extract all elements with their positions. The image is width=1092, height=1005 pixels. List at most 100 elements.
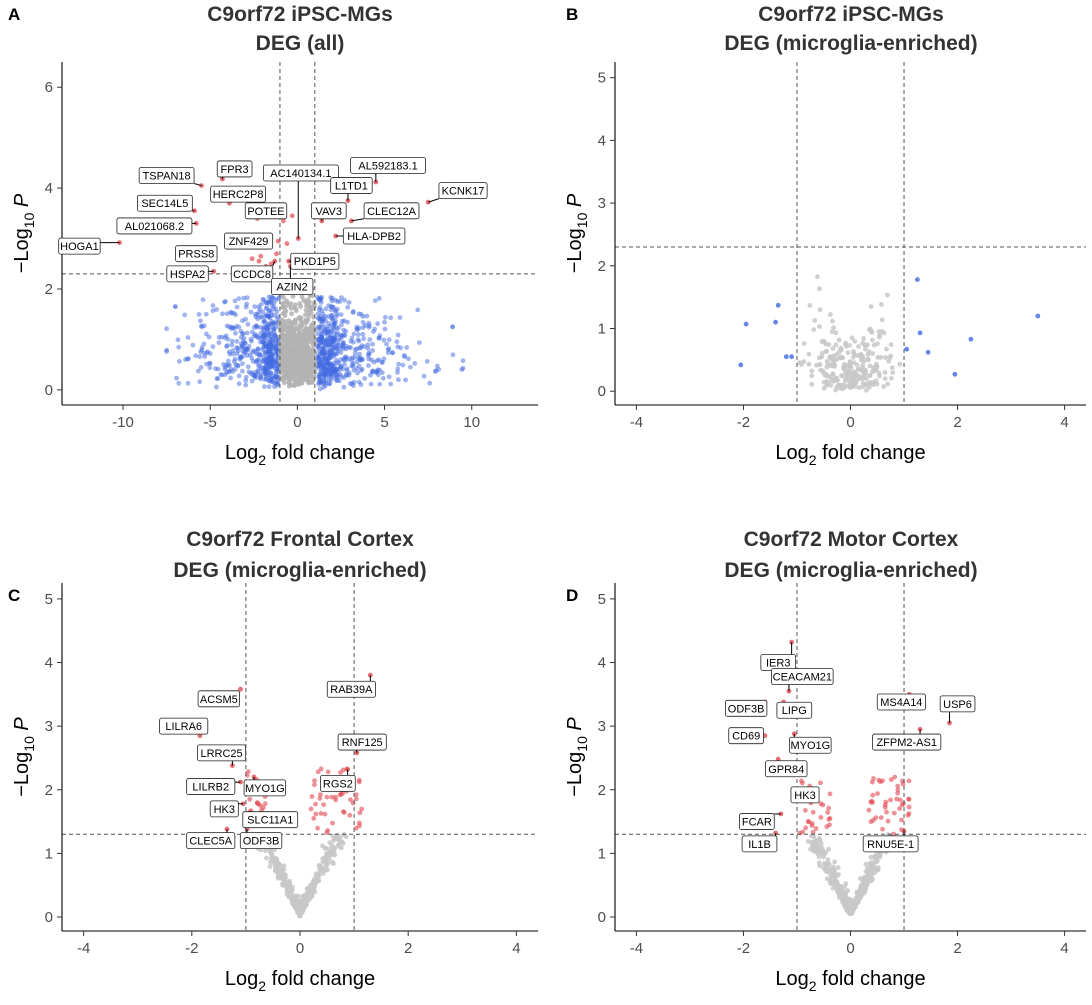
data-point bbox=[222, 364, 228, 370]
data-point bbox=[351, 331, 357, 337]
data-point bbox=[824, 359, 830, 364]
y-tick-label: 0 bbox=[45, 382, 53, 399]
data-point bbox=[174, 375, 179, 381]
panel-letter: A bbox=[8, 5, 20, 24]
panel-letter: D bbox=[566, 586, 578, 605]
data-point bbox=[817, 835, 822, 841]
data-point bbox=[298, 315, 304, 321]
gene-label-connector bbox=[272, 261, 276, 267]
data-point bbox=[303, 320, 309, 326]
x-tick-label: 2 bbox=[404, 940, 412, 957]
gene-label: HK3 bbox=[790, 786, 820, 804]
data-point bbox=[220, 311, 225, 317]
data-point bbox=[815, 274, 820, 280]
gene-label: GPR84 bbox=[765, 760, 808, 778]
gene-label-box bbox=[197, 744, 247, 762]
data-point bbox=[824, 364, 830, 370]
data-point bbox=[382, 314, 388, 320]
data-point bbox=[829, 329, 835, 334]
gene-label-box bbox=[216, 160, 253, 178]
gene-label-box bbox=[862, 835, 919, 853]
data-point bbox=[319, 322, 325, 327]
data-point bbox=[224, 344, 229, 349]
data-point bbox=[333, 794, 338, 800]
data-point bbox=[234, 304, 240, 310]
data-point bbox=[327, 323, 333, 329]
data-point bbox=[877, 332, 882, 338]
data-point bbox=[863, 343, 869, 348]
data-point bbox=[214, 307, 220, 312]
data-point bbox=[308, 372, 314, 378]
gene-label-text: LILRB2 bbox=[192, 782, 229, 794]
data-point bbox=[386, 346, 392, 352]
x-tick-label: 10 bbox=[463, 414, 480, 431]
data-point bbox=[274, 251, 279, 257]
data-point bbox=[291, 899, 296, 905]
data-point bbox=[317, 305, 323, 310]
gene-label-box bbox=[230, 265, 274, 283]
data-point bbox=[340, 809, 346, 814]
data-point bbox=[359, 806, 365, 812]
data-point bbox=[316, 337, 321, 343]
data-point bbox=[871, 367, 877, 372]
gene-label-box bbox=[310, 202, 347, 220]
data-point bbox=[818, 801, 824, 807]
data-point bbox=[304, 334, 310, 339]
gene-label-text: RNF125 bbox=[342, 737, 383, 749]
data-point bbox=[224, 311, 230, 317]
data-point bbox=[412, 361, 418, 366]
data-point bbox=[366, 324, 372, 330]
gene-label: HERC2P8 bbox=[210, 185, 266, 203]
data-point bbox=[395, 332, 401, 338]
gene-label: VAV3 bbox=[310, 202, 347, 221]
data-point bbox=[264, 300, 269, 305]
data-point bbox=[286, 318, 292, 323]
gene-label: USP6 bbox=[939, 695, 976, 723]
data-point bbox=[318, 792, 323, 797]
data-point bbox=[318, 766, 324, 772]
data-point bbox=[862, 381, 868, 387]
data-point bbox=[238, 686, 243, 692]
data-point bbox=[301, 297, 307, 303]
data-point bbox=[786, 688, 792, 694]
gene-label: HOGA1 bbox=[58, 237, 120, 255]
data-points bbox=[762, 639, 952, 917]
data-point bbox=[386, 337, 392, 343]
x-tick-label: 5 bbox=[380, 414, 388, 431]
data-point bbox=[743, 321, 749, 327]
y-tick-label: 2 bbox=[45, 281, 53, 298]
data-point bbox=[322, 865, 328, 871]
data-point bbox=[340, 840, 346, 846]
y-tick-label: 6 bbox=[45, 79, 53, 96]
data-point bbox=[349, 363, 355, 369]
data-point bbox=[882, 376, 888, 381]
x-tick-label: 0 bbox=[846, 414, 854, 431]
y-axis-label: −Log10 P bbox=[564, 717, 590, 797]
data-point bbox=[345, 767, 350, 772]
data-point bbox=[286, 329, 291, 335]
panel-title-line: DEG (all) bbox=[256, 32, 345, 55]
data-point bbox=[330, 369, 336, 374]
gene-label-text: MYO1G bbox=[790, 740, 830, 752]
data-point bbox=[824, 876, 830, 882]
y-tick-label: 0 bbox=[45, 909, 53, 926]
y-tick-label: 0 bbox=[598, 383, 606, 400]
data-point bbox=[833, 387, 838, 393]
gene-label-text: VAV3 bbox=[316, 206, 343, 218]
data-point bbox=[236, 373, 242, 379]
data-point bbox=[398, 345, 404, 351]
data-point bbox=[222, 372, 228, 377]
data-point bbox=[891, 810, 897, 816]
data-point bbox=[402, 354, 408, 360]
data-point bbox=[372, 298, 378, 303]
data-point bbox=[266, 384, 272, 390]
data-point bbox=[267, 354, 272, 360]
data-point bbox=[175, 337, 181, 343]
gene-label-connector bbox=[427, 198, 440, 203]
y-tick-label: 3 bbox=[45, 718, 53, 735]
data-point bbox=[382, 319, 387, 325]
gene-label-text: LIPG bbox=[782, 705, 807, 717]
data-point bbox=[176, 344, 182, 350]
data-point bbox=[279, 317, 285, 323]
data-point bbox=[268, 855, 274, 861]
